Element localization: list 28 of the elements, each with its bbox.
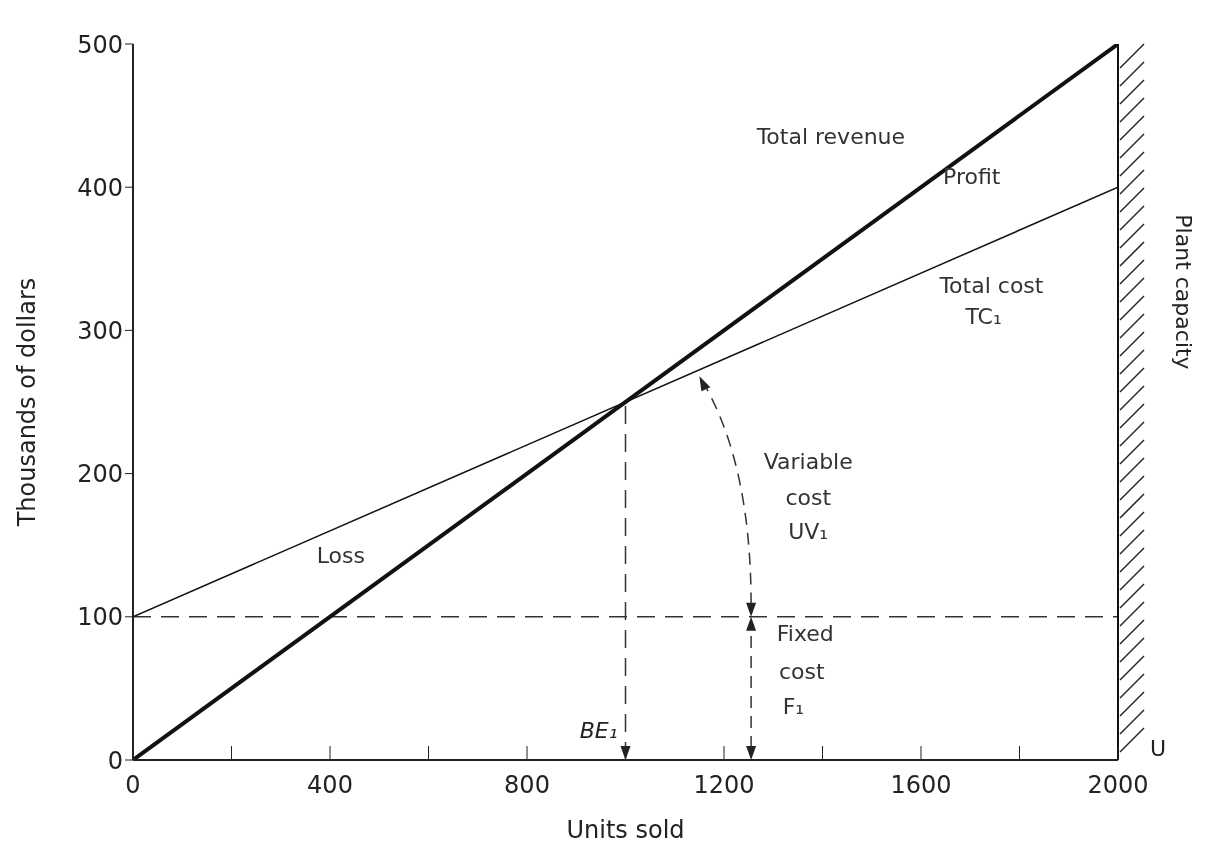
y-tick-label: 0 bbox=[107, 746, 123, 775]
x-tick-label: 1600 bbox=[890, 771, 952, 800]
ref-line-label: Plant capacity bbox=[1171, 214, 1196, 370]
series-label: Total revenue bbox=[755, 123, 906, 149]
x-tick-label: 1200 bbox=[693, 771, 755, 800]
series-label: Total cost bbox=[938, 272, 1044, 298]
x-tick-label: 400 bbox=[307, 771, 353, 800]
y-tick-label: 200 bbox=[77, 460, 123, 489]
x-axis-title: Units sold bbox=[566, 816, 685, 844]
text: U bbox=[1150, 736, 1167, 761]
annotation: cost bbox=[785, 484, 832, 510]
annotation: F₁ bbox=[782, 693, 805, 719]
annotation: Variable bbox=[763, 448, 853, 474]
x-tick-label: 2000 bbox=[1087, 771, 1149, 800]
annotation: cost bbox=[778, 659, 825, 685]
annotation: Fixed bbox=[776, 620, 834, 646]
annotation: Profit bbox=[943, 163, 1001, 189]
ref-line-label: BE₁ bbox=[579, 718, 618, 743]
x-tick-label: 0 bbox=[125, 771, 141, 800]
y-tick-label: 400 bbox=[77, 173, 123, 202]
y-tick-label: 500 bbox=[77, 30, 123, 59]
x-tick-label: 800 bbox=[504, 771, 550, 800]
y-axis-title: Thousands of dollars bbox=[12, 277, 41, 528]
annotation: UV₁ bbox=[788, 518, 829, 544]
y-tick-label: 100 bbox=[77, 603, 123, 632]
annotation: Loss bbox=[316, 543, 365, 569]
annotation: TC₁ bbox=[964, 304, 1002, 330]
y-tick-label: 300 bbox=[77, 316, 123, 345]
